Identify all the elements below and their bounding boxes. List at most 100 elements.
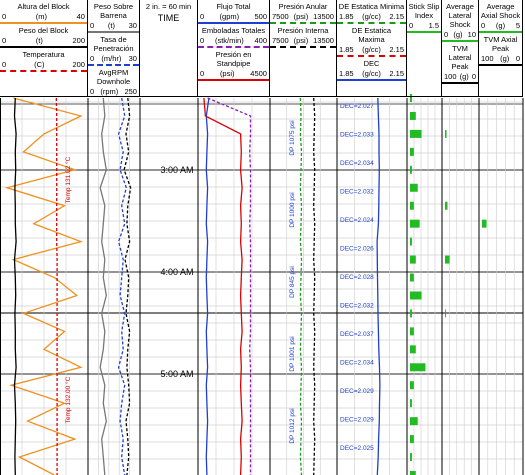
scale-max: 400: [254, 36, 267, 45]
scale-row: 0 (t) 30: [88, 21, 139, 33]
scale-row: 7500 (psi) 13500: [270, 36, 336, 48]
note: DEC=2.032: [340, 303, 374, 310]
bar: [410, 273, 414, 282]
bar: [410, 399, 412, 408]
scale-row: 1.85 (g/cc) 2.15: [337, 12, 406, 24]
scale-row: 0 (t) 200: [0, 36, 87, 48]
scale-max: 0: [515, 54, 520, 63]
scale-max: 200: [72, 60, 85, 69]
scale-unit: (psi): [219, 69, 235, 78]
scale-label: Stick Slip Index: [408, 2, 440, 20]
scale-label: Peso Sobre Barrena: [93, 2, 134, 20]
note: DEC=2.028: [340, 274, 374, 281]
scale-min: 0: [409, 21, 414, 30]
scale-unit: (g): [459, 72, 469, 81]
scale-row: 0 (gpm) 500: [198, 12, 269, 24]
curve: [13, 97, 17, 475]
bar: [410, 165, 412, 174]
scale-min: 0: [444, 30, 449, 39]
scale-label: TVM Axial Peak: [483, 35, 518, 53]
scale-label: Average Axial Shock: [480, 2, 521, 20]
scale-label: Emboladas Totales: [201, 26, 266, 35]
curve: [4, 97, 84, 475]
scale-max: 2.15: [389, 45, 404, 54]
scale-max: 13500: [313, 12, 334, 21]
note: Temp 132.00 °C: [64, 376, 72, 423]
scale-max: 10: [467, 30, 476, 39]
scale-max: 5: [515, 21, 520, 30]
scale-label: Altura del Block: [17, 2, 70, 11]
note: Temp 131.02 °C: [64, 156, 72, 203]
scale-row: 0 (g) 10: [442, 30, 478, 42]
scale-unit: (stk/min): [214, 36, 244, 45]
scale-label: Presión en Standpipe: [215, 50, 252, 68]
scale-label: Tasa de Penetración: [93, 35, 134, 53]
scale-label: DEC: [363, 59, 380, 68]
note: DEC=2.034: [340, 360, 374, 367]
scale-unit: (g/cc): [362, 45, 381, 54]
curve: [117, 97, 127, 475]
header-column: Presión Anular 7500 (psi) 13500 Presión Inte…: [270, 0, 337, 97]
bar: [482, 219, 487, 228]
scale-min: 100: [444, 72, 457, 81]
scale-min: 0: [2, 60, 7, 69]
scale-unit: (gpm): [219, 12, 240, 21]
note: DP 1001 psi: [289, 336, 296, 371]
bar: [410, 309, 412, 318]
scale-unit: (t): [35, 36, 43, 45]
bar: [445, 201, 448, 210]
header-column: Average Axial Shock 0 (g) 5 TVM Axial Peak 10…: [479, 0, 523, 97]
bar: [410, 94, 412, 102]
curve: [207, 97, 252, 475]
scale-row: 1.85 (g/cc) 2.15: [337, 45, 406, 57]
bar: [410, 435, 414, 444]
scale-max: 0: [471, 72, 476, 81]
scale-max: 2.15: [389, 12, 404, 21]
scale-label: Temperatura: [22, 50, 65, 59]
bar: [410, 111, 416, 120]
scale-min: 1.85: [339, 45, 354, 54]
bar: [410, 471, 416, 475]
scale-unit: (g/cc): [362, 69, 381, 78]
scale-unit: (m/hr): [101, 54, 122, 63]
scale-min: 100: [481, 54, 494, 63]
scale-max: 500: [254, 12, 267, 21]
scale-max: 1.5: [428, 21, 439, 30]
bar: [410, 417, 418, 426]
bar: [445, 255, 450, 264]
scale-min: 7500: [272, 36, 289, 45]
bar: [410, 345, 416, 354]
scale-unit: (t): [107, 21, 115, 30]
scale-min: 1.85: [339, 12, 354, 21]
note: DEC=2.033: [340, 132, 374, 139]
scale-label: TVM Lateral Peak: [448, 44, 472, 71]
header-column: Stick Slip Index 0 1.5: [407, 0, 442, 97]
scale-row: 0 (m) 40: [0, 12, 87, 24]
bar: [410, 291, 422, 300]
scale-min: 0: [200, 36, 205, 45]
time-label: 4:00 AM: [160, 267, 193, 277]
bar: [410, 327, 414, 336]
note: DP 1075 psi: [289, 120, 296, 155]
curve: [99, 97, 107, 475]
scale-label: Peso del Block: [18, 26, 69, 35]
scale-row: 100 (g) 0: [442, 72, 478, 84]
note: DEC=2.034: [340, 160, 374, 167]
curve: [313, 97, 316, 475]
curve: [123, 97, 132, 475]
curve: [55, 97, 58, 475]
scale-max: 30: [128, 21, 137, 30]
note: DP 1000 psi: [289, 192, 296, 227]
scale-label: DE Estatica Minima: [338, 2, 405, 11]
note: DEC=2.029: [340, 388, 374, 395]
note: DEC=2.026: [340, 246, 374, 253]
time-title: TIME: [157, 13, 180, 23]
scale-row: 7500 (psi) 13500: [270, 12, 336, 24]
scale-unit: (g): [453, 30, 463, 39]
header-column: DE Estatica Minima 1.85 (g/cc) 2.15 DE Estat…: [337, 0, 407, 97]
time-scale: 2 in. = 60 min: [145, 2, 192, 11]
scale-min: 0: [200, 69, 205, 78]
scale-label: AvgRPM Downhole: [96, 68, 131, 86]
scale-unit: (C): [34, 60, 45, 69]
